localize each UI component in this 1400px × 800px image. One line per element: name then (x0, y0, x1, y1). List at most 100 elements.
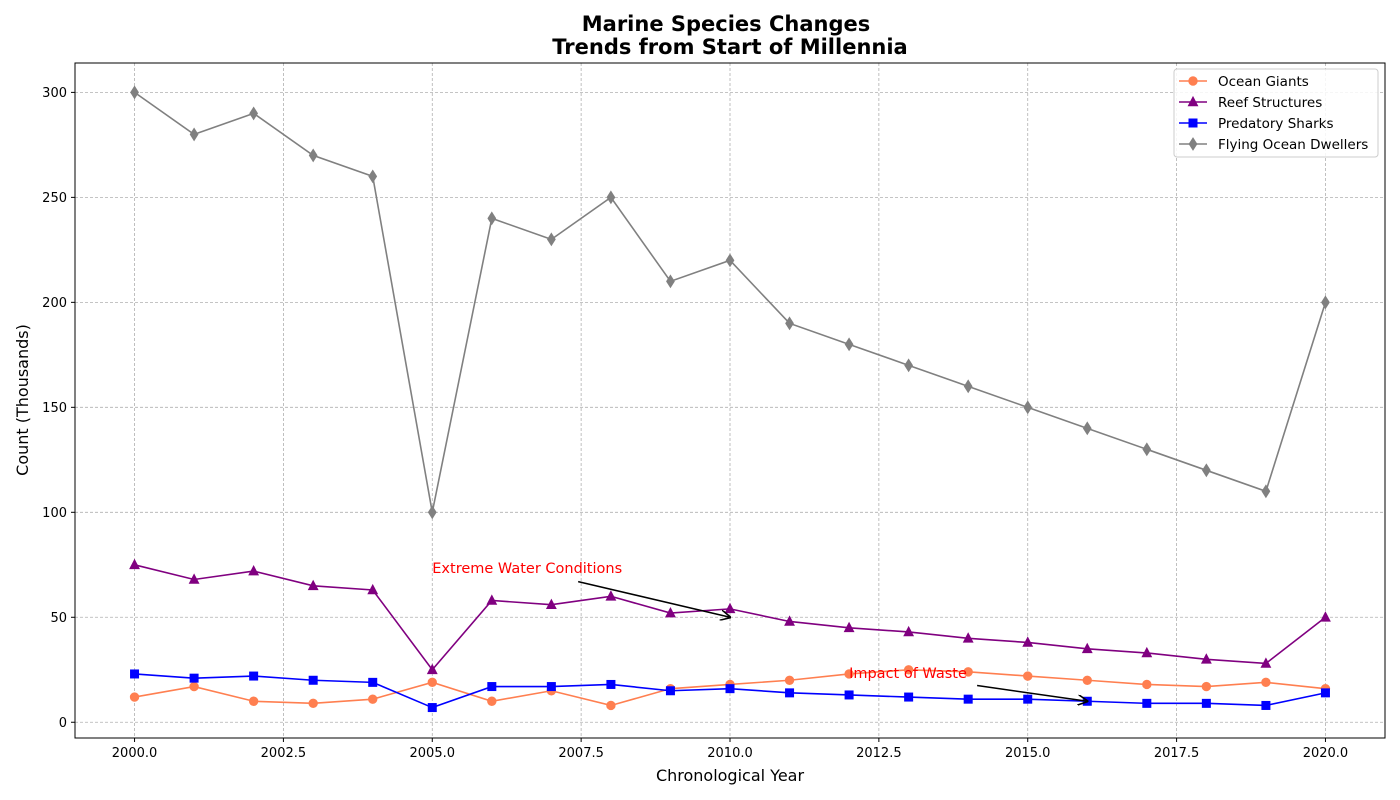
legend-item-reef-structures: Reef Structures (1179, 95, 1322, 111)
data-point-flying-ocean-dwellers (427, 505, 437, 520)
x-tick-label: 2012.5 (856, 746, 902, 761)
data-point-reef-structures (367, 583, 379, 595)
data-point-predatory-sharks (130, 669, 140, 679)
data-point-ocean-giants (1201, 681, 1212, 692)
data-point-predatory-sharks (308, 675, 318, 685)
data-point-reef-structures (843, 621, 855, 633)
data-point-predatory-sharks (1023, 694, 1033, 704)
data-point-predatory-sharks (844, 690, 854, 700)
data-point-reef-structures (545, 598, 557, 609)
annotation-layer: Extreme Water Conditions Impact of Waste (432, 561, 1087, 701)
data-point-ocean-giants (784, 675, 795, 685)
x-tick-label: 2000.0 (112, 746, 158, 761)
data-point-reef-structures (665, 606, 676, 618)
y-tick-label: 50 (50, 611, 67, 626)
data-point-predatory-sharks (189, 673, 199, 683)
data-point-ocean-giants (1023, 671, 1033, 681)
data-point-flying-ocean-dwellers (487, 211, 497, 226)
series-predatory-sharks (130, 669, 1330, 713)
x-tick-label: 2002.5 (261, 746, 307, 761)
data-point-ocean-giants (427, 677, 437, 688)
data-point-predatory-sharks (904, 692, 914, 702)
y-tick-label: 100 (42, 506, 67, 521)
data-point-reef-structures (605, 590, 617, 601)
data-point-ocean-giants (248, 696, 259, 706)
data-point-reef-structures (784, 615, 795, 626)
legend-label-reef-structures: Reef Structures (1218, 95, 1322, 111)
data-point-predatory-sharks (249, 671, 259, 681)
data-point-reef-structures (1022, 636, 1034, 647)
y-tick-label: 0 (59, 716, 67, 731)
data-point-flying-ocean-dwellers (1321, 295, 1330, 310)
data-point-reef-structures (188, 573, 200, 584)
data-point-ocean-giants (129, 692, 140, 702)
legend-label-ocean-giants: Ocean Giants (1218, 74, 1309, 90)
data-point-predatory-sharks (487, 682, 497, 692)
data-point-reef-structures (1260, 657, 1272, 668)
data-point-predatory-sharks (546, 682, 556, 692)
data-point-ocean-giants (487, 696, 497, 706)
data-point-ocean-giants (963, 667, 973, 677)
data-point-predatory-sharks (1261, 700, 1271, 710)
data-point-predatory-sharks (665, 686, 675, 696)
legend-marker-flying-ocean-dwellers (1188, 137, 1198, 151)
data-point-predatory-sharks (1142, 698, 1152, 708)
data-point-flying-ocean-dwellers (249, 106, 259, 121)
data-point-reef-structures (307, 579, 319, 591)
y-axis-label: Count (Thousands) (13, 324, 32, 476)
data-point-flying-ocean-dwellers (368, 169, 378, 184)
data-point-flying-ocean-dwellers (1201, 463, 1211, 478)
data-point-flying-ocean-dwellers (546, 232, 556, 247)
data-point-predatory-sharks (1201, 698, 1211, 708)
legend-label-flying-ocean-dwellers: Flying Ocean Dwellers (1218, 137, 1368, 153)
legend-marker-predatory-sharks (1188, 118, 1198, 128)
legend-frame (1173, 68, 1379, 158)
x-axis-ticks: 2000.0 2002.5 2005.0 2007.5 2010.0 2012.5 2015… (112, 738, 1348, 761)
data-point-flying-ocean-dwellers (1261, 484, 1271, 499)
data-point-ocean-giants (189, 681, 199, 692)
data-point-predatory-sharks (606, 679, 616, 689)
data-point-reef-structures (962, 632, 974, 643)
data-point-ocean-giants (308, 698, 318, 709)
data-point-ocean-giants (844, 669, 854, 679)
legend-label-predatory-sharks: Predatory Sharks (1218, 116, 1334, 132)
x-axis-label: Chronological Year (656, 766, 805, 785)
data-point-predatory-sharks (368, 677, 378, 687)
legend: Ocean Giants Reef Structures Predatory Sha… (1173, 68, 1379, 158)
data-point-flying-ocean-dwellers (1082, 421, 1092, 436)
y-tick-label: 200 (42, 296, 67, 311)
data-point-flying-ocean-dwellers (308, 148, 318, 163)
data-point-reef-structures (129, 558, 140, 570)
annotation-text-1: Extreme Water Conditions (432, 561, 622, 577)
data-point-ocean-giants (368, 694, 378, 704)
x-tick-label: 2007.5 (558, 746, 604, 761)
y-tick-label: 300 (42, 86, 67, 101)
data-point-reef-structures (1200, 653, 1212, 664)
data-point-reef-structures (1141, 646, 1153, 658)
data-point-flying-ocean-dwellers (130, 85, 139, 100)
series-layer (129, 85, 1331, 713)
data-point-reef-structures (1081, 642, 1093, 654)
data-point-flying-ocean-dwellers (785, 316, 794, 331)
legend-item-flying-ocean-dwellers: Flying Ocean Dwellers (1179, 137, 1368, 153)
data-point-predatory-sharks (427, 703, 437, 713)
data-point-flying-ocean-dwellers (606, 190, 616, 205)
x-tick-label: 2010.0 (707, 746, 753, 761)
data-point-reef-structures (903, 625, 915, 637)
data-point-reef-structures (248, 565, 260, 576)
data-point-predatory-sharks (725, 684, 735, 694)
data-point-ocean-giants (1261, 677, 1271, 688)
data-point-reef-structures (426, 663, 438, 675)
x-tick-label: 2020.0 (1303, 746, 1349, 761)
series-flying-ocean-dwellers (130, 85, 1330, 520)
data-point-predatory-sharks (1320, 688, 1330, 698)
chart-title-line-2: Trends from Start of Millennia (552, 35, 907, 59)
legend-marker-ocean-giants (1188, 76, 1198, 86)
annotation-arrow-2 (977, 684, 1087, 702)
data-point-predatory-sharks (785, 688, 795, 698)
data-point-flying-ocean-dwellers (1142, 442, 1152, 457)
data-point-reef-structures (1320, 611, 1331, 622)
data-point-ocean-giants (1142, 679, 1152, 690)
